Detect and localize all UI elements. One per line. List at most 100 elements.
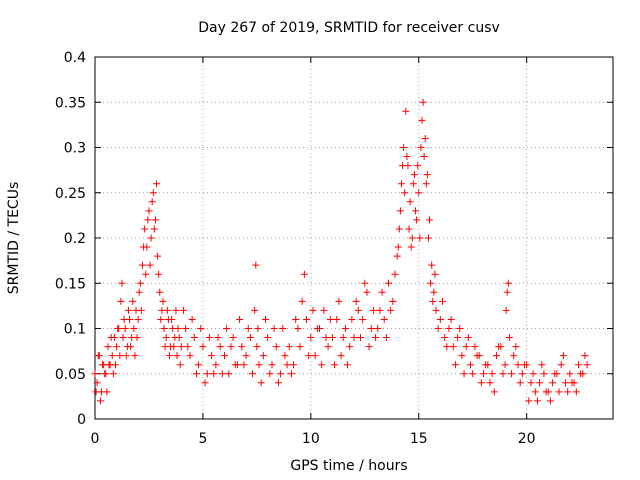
data-point	[122, 352, 130, 360]
data-point	[335, 297, 343, 305]
data-point	[262, 315, 270, 323]
data-point	[244, 325, 252, 332]
data-point	[533, 397, 541, 405]
data-point	[305, 352, 313, 360]
data-point	[443, 343, 451, 351]
data-point	[426, 216, 434, 224]
data-point	[536, 379, 544, 387]
data-point	[238, 343, 246, 351]
data-point	[438, 297, 446, 305]
data-point	[406, 198, 414, 206]
data-point	[408, 234, 416, 242]
data-point	[416, 234, 424, 242]
y-tick-label: 0.3	[64, 141, 86, 157]
data-point	[549, 379, 557, 387]
data-point	[109, 370, 117, 378]
data-point	[154, 252, 162, 260]
data-point	[557, 361, 565, 369]
data-point	[279, 325, 287, 332]
x-tick-label: 0	[91, 431, 100, 447]
data-point	[165, 352, 173, 360]
y-tick-label: 0.35	[55, 95, 86, 111]
data-point	[253, 343, 261, 351]
x-tick-label: 20	[518, 431, 536, 447]
data-point	[138, 261, 146, 269]
data-point	[464, 334, 472, 342]
data-point	[333, 315, 341, 323]
data-point	[421, 134, 429, 142]
data-point	[419, 98, 427, 106]
y-tick-label: 0.15	[55, 276, 86, 292]
data-point	[108, 352, 116, 360]
data-point	[503, 288, 511, 296]
data-point	[428, 261, 436, 269]
data-point	[107, 334, 115, 342]
data-point	[148, 198, 156, 206]
data-point	[159, 297, 167, 305]
data-point	[473, 352, 481, 360]
data-point	[114, 325, 122, 332]
data-point	[103, 388, 111, 396]
data-point	[285, 343, 293, 351]
data-point	[581, 352, 589, 360]
axis-ticks: 0 0.05 0.1 0.15 0.2 0.25 0.3 0.35 0.4 0 5 10 15 20	[55, 50, 613, 447]
data-point	[521, 361, 529, 369]
data-point	[326, 315, 334, 323]
data-point	[566, 370, 574, 378]
data-point	[412, 207, 420, 215]
data-point	[225, 370, 233, 378]
data-point	[127, 343, 135, 351]
data-point	[96, 397, 104, 405]
data-point	[190, 334, 198, 342]
data-point	[430, 288, 438, 296]
data-point	[105, 361, 113, 369]
data-point	[146, 261, 154, 269]
data-point	[354, 306, 362, 314]
data-point	[393, 252, 401, 260]
data-point	[168, 315, 176, 323]
data-point	[531, 388, 539, 396]
data-point	[266, 370, 274, 378]
data-point	[337, 352, 345, 360]
data-point	[518, 370, 526, 378]
data-point	[344, 361, 352, 369]
data-point	[540, 370, 548, 378]
data-point	[121, 325, 129, 332]
data-point	[264, 334, 272, 342]
data-point	[328, 334, 336, 342]
data-point	[346, 343, 354, 351]
data-point	[99, 361, 107, 369]
chart-title: Day 267 of 2019, SRMTID for receiver cus…	[198, 20, 500, 36]
data-point	[201, 379, 209, 387]
data-point	[161, 343, 169, 351]
data-point	[331, 361, 339, 369]
data-point	[175, 334, 183, 342]
data-point	[179, 306, 187, 314]
data-point	[527, 379, 535, 387]
data-point	[150, 225, 158, 233]
data-point	[490, 388, 498, 396]
data-point	[94, 352, 102, 360]
data-point	[542, 388, 550, 396]
data-point	[339, 334, 347, 342]
data-point	[555, 388, 563, 396]
data-point	[272, 343, 280, 351]
data-point	[418, 116, 426, 124]
data-point	[546, 397, 554, 405]
data-point	[394, 243, 402, 251]
data-point	[137, 306, 145, 314]
data-point	[356, 334, 364, 342]
data-point	[397, 180, 405, 188]
data-point	[382, 334, 390, 342]
data-point	[135, 288, 143, 296]
data-point	[177, 343, 185, 351]
data-point	[396, 207, 404, 215]
data-point	[488, 370, 496, 378]
data-point	[296, 343, 304, 351]
x-axis-label: GPS time / hours	[290, 458, 407, 474]
data-point	[208, 352, 216, 360]
data-point	[480, 370, 487, 378]
data-point	[129, 297, 137, 305]
data-point	[361, 279, 369, 287]
data-point	[236, 315, 244, 323]
